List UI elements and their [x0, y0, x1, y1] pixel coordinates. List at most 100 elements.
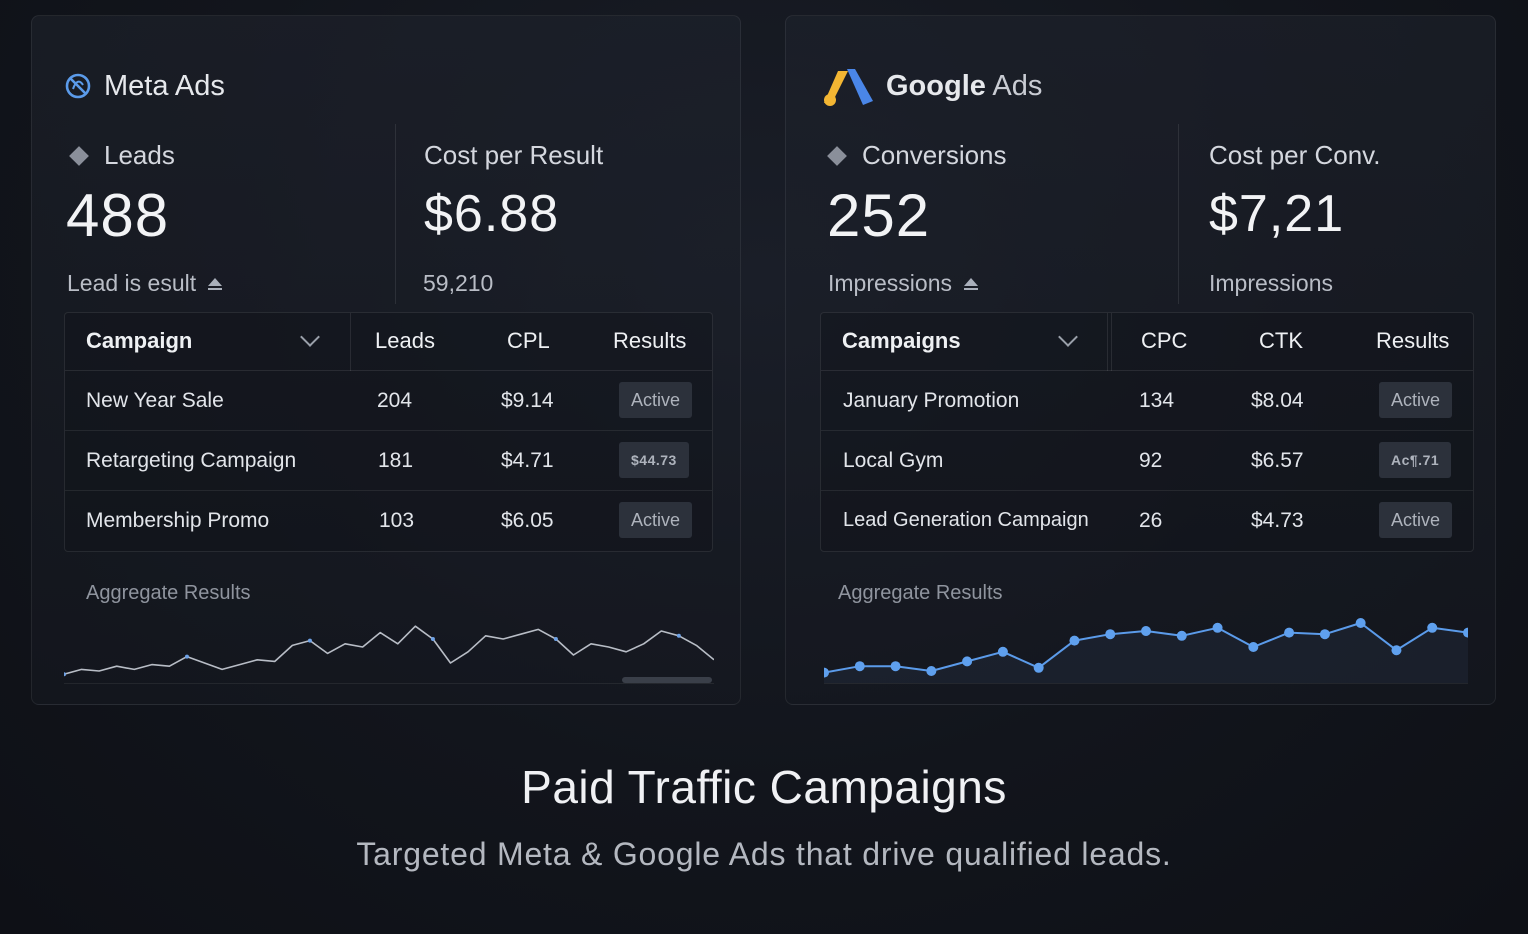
page-title: Paid Traffic Campaigns — [521, 761, 1007, 813]
status-badge: Active — [1379, 502, 1453, 538]
data-point — [962, 656, 973, 667]
data-point — [676, 633, 681, 638]
ctk-column-header[interactable]: CTK — [1259, 328, 1303, 353]
cpl-column-header[interactable]: CPL — [507, 328, 550, 353]
google-brand-light: Ads — [985, 69, 1043, 102]
data-point — [890, 661, 901, 672]
campaign-name: New Year Sale — [86, 389, 224, 412]
data-point — [1427, 622, 1438, 633]
google-campaign-table: Campaigns CPC CTK Results January Promot… — [820, 312, 1474, 552]
data-point — [926, 666, 937, 676]
status-badge: Ac¶.71 — [1379, 442, 1452, 478]
data-point — [1319, 629, 1330, 640]
leads-cell: 103 — [379, 509, 415, 532]
table-row[interactable]: Retargeting Campaign 181 $4.71 $44.73 — [65, 431, 712, 491]
table-row[interactable]: January Promotion 134 $8.04 Active — [821, 371, 1473, 431]
table-row[interactable]: Local Gym 92 $6.57 Ac¶.71 — [821, 431, 1473, 491]
cost-per-result-subtext: 59,210 — [423, 270, 494, 296]
diamond-icon — [827, 145, 847, 166]
conversions-value: 252 — [827, 182, 931, 249]
data-point — [1105, 629, 1116, 640]
leads-subtext: Lead is esult — [67, 270, 223, 297]
cpc-cell: 134 — [1139, 389, 1175, 412]
cost-per-conv-label: Cost per Conv. — [1209, 140, 1381, 170]
page-subtitle: Targeted Meta & Google Ads that drive qu… — [356, 836, 1172, 872]
status-badge: Active — [619, 502, 693, 538]
cost-per-conv-value: $7,21 — [1209, 185, 1345, 243]
cpc-column-header[interactable]: CPC — [1141, 328, 1188, 353]
data-point — [64, 672, 66, 677]
aggregate-results-label: Aggregate Results — [838, 582, 1003, 604]
chart-area — [824, 623, 1468, 683]
ctk-cell: $8.04 — [1251, 389, 1304, 412]
chevron-down-icon[interactable] — [300, 327, 320, 347]
campaign-column-header[interactable]: Campaign — [86, 328, 193, 353]
data-point — [553, 637, 558, 641]
campaign-name: Lead Generation Campaign — [843, 509, 1089, 531]
campaign-name: Membership Promo — [86, 509, 270, 532]
chevron-down-icon[interactable] — [1058, 327, 1078, 347]
meta-ring-icon — [64, 72, 92, 100]
data-point — [1212, 622, 1223, 633]
table-header: Campaigns CPC CTK Results — [821, 313, 1473, 371]
data-point — [1463, 627, 1468, 638]
upload-icon — [208, 277, 223, 290]
results-column-header[interactable]: Results — [613, 328, 687, 353]
meta-brand-name: Meta Ads — [104, 69, 225, 102]
meta-aggregate-chart — [64, 625, 714, 683]
leads-label-text: Leads — [104, 140, 175, 170]
meta-ads-panel: Meta Ads Leads 488 Lead is esult Cost pe… — [31, 15, 741, 705]
conversions-label: Conversions — [826, 140, 1007, 171]
chart-scrollbar[interactable] — [622, 677, 712, 683]
data-point — [1391, 645, 1402, 656]
leads-label: Leads — [68, 140, 175, 171]
stat-divider — [395, 124, 396, 304]
table-row[interactable]: New Year Sale 204 $9.14 Active — [65, 371, 712, 431]
data-point — [184, 654, 189, 659]
campaigns-column-header[interactable]: Campaigns — [842, 328, 961, 353]
data-point — [1248, 642, 1259, 652]
data-point — [854, 661, 865, 672]
meta-brand: Meta Ads — [64, 66, 225, 106]
header-divider — [1111, 313, 1112, 371]
data-point — [824, 667, 829, 678]
campaign-name: January Promotion — [843, 389, 1020, 412]
cpl-cell: $9.14 — [501, 389, 554, 412]
cpc-cell: 92 — [1139, 449, 1163, 472]
ctk-cell: $6.57 — [1251, 449, 1304, 472]
google-ads-panel: Google Ads Conversions 252 Impressions C… — [785, 15, 1496, 705]
google-aggregate-chart — [824, 618, 1468, 683]
status-badge: Active — [1379, 382, 1453, 418]
leads-cell: 204 — [377, 389, 413, 412]
leads-column-header[interactable]: Leads — [375, 328, 435, 353]
cost-per-conv-subtext: Impressions — [1209, 270, 1333, 296]
ctk-cell: $4.73 — [1251, 509, 1304, 532]
header-divider — [350, 313, 351, 371]
data-point — [997, 646, 1008, 657]
data-point — [1069, 635, 1080, 646]
conversions-subtext: Impressions — [828, 270, 978, 297]
results-column-header[interactable]: Results — [1376, 328, 1450, 353]
table-row[interactable]: Lead Generation Campaign 26 $4.73 Active — [821, 491, 1473, 551]
aggregate-results-label: Aggregate Results — [86, 582, 251, 604]
table-row[interactable]: Membership Promo 103 $6.05 Active — [65, 491, 712, 551]
conversions-subtext-text: Impressions — [828, 270, 952, 296]
campaign-name: Local Gym — [843, 449, 944, 472]
data-point — [1176, 630, 1187, 641]
chart-baseline — [64, 683, 714, 684]
google-brand-strong: Google — [886, 69, 986, 102]
cpl-cell: $4.71 — [501, 449, 554, 472]
status-badge: $44.73 — [619, 442, 689, 478]
data-point — [1284, 627, 1295, 638]
campaign-name: Retargeting Campaign — [86, 449, 297, 472]
conversions-label-text: Conversions — [862, 140, 1007, 170]
series-line — [64, 625, 714, 675]
google-brand: Google Ads — [824, 66, 1042, 106]
google-brand-name: Google Ads — [886, 70, 1042, 103]
data-point — [307, 638, 312, 643]
leads-value: 488 — [66, 182, 170, 249]
cpc-cell: 26 — [1139, 509, 1163, 532]
header-divider — [1107, 313, 1108, 371]
table-header: Campaign Leads CPL Results — [65, 313, 712, 371]
stat-divider — [1178, 124, 1179, 304]
